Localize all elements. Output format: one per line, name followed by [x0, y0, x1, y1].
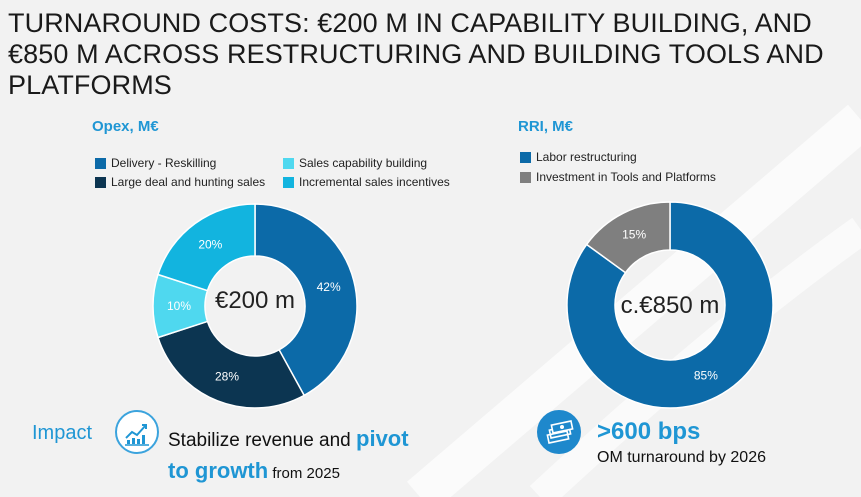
legend-item-tools-platforms: Investment in Tools and Platforms — [520, 170, 716, 184]
om-headline: >600 bps — [597, 418, 701, 445]
donut-data-label: 20% — [198, 238, 222, 252]
legend-swatch — [520, 151, 531, 163]
legend-item-incremental-incentives: Incremental sales incentives — [283, 175, 450, 189]
impact-line-1: Stabilize revenue and pivot — [168, 424, 409, 456]
rri-total-label: c.€850 m — [620, 292, 720, 319]
donut-slice-incremental-sales-incentives — [157, 203, 256, 292]
legend-swatch — [95, 157, 106, 169]
impact-line-2: to growth from 2025 — [168, 456, 409, 489]
legend-item-sales-capability: Sales capability building — [283, 156, 427, 170]
money-stack-icon — [537, 410, 581, 454]
legend-label: Large deal and hunting sales — [111, 175, 266, 189]
rri-legend: Labor restructuring Investment in Tools … — [520, 150, 760, 190]
donut-data-label: 28% — [215, 370, 239, 384]
legend-label: Incremental sales incentives — [299, 175, 450, 189]
legend-label: Sales capability building — [299, 156, 428, 170]
legend-swatch — [283, 176, 294, 188]
legend-swatch — [520, 171, 531, 183]
legend-swatch — [283, 157, 294, 169]
donut-slice-delivery-reskilling — [254, 203, 358, 397]
page-title: TURNAROUND COSTS: €200 M IN CAPABILITY B… — [8, 8, 824, 100]
donut-slice-large-deal-and-hunting-sales — [157, 320, 306, 409]
legend-item-delivery-reskilling: Delivery - Reskilling — [95, 156, 216, 170]
impact-text-before: Stabilize revenue and — [168, 430, 357, 451]
legend-label: Delivery - Reskilling — [111, 156, 217, 170]
rri-donut-chart: 85% 15% — [566, 201, 774, 409]
impact-text-after: from 2025 — [268, 465, 340, 482]
rri-chart-title: RRI, M€ — [518, 118, 574, 135]
donut-slice-labor-restructuring — [566, 201, 774, 409]
donut-slice-investment-in-tools-and-platforms — [585, 201, 671, 274]
legend-label: Labor restructuring — [536, 150, 637, 164]
legend-swatch — [95, 176, 106, 188]
donut-data-label: 10% — [167, 299, 191, 313]
opex-legend: Delivery - Reskilling Sales capability b… — [95, 156, 475, 196]
impact-label: Impact — [32, 422, 93, 444]
legend-item-large-deal: Large deal and hunting sales — [95, 175, 265, 189]
impact-statement: Stabilize revenue and pivot to growth fr… — [168, 424, 409, 489]
donut-data-label: 85% — [694, 368, 718, 382]
legend-label: Investment in Tools and Platforms — [536, 170, 716, 184]
donut-data-label: 15% — [622, 228, 646, 242]
opex-total-label: €200 m — [214, 287, 296, 314]
opex-chart-title: Opex, M€ — [92, 118, 159, 135]
om-subtext: OM turnaround by 2026 — [597, 449, 766, 466]
legend-item-labor-restructuring: Labor restructuring — [520, 150, 637, 164]
donut-data-label: 42% — [317, 280, 341, 294]
impact-highlight-pivot: pivot — [356, 426, 409, 451]
growth-chart-icon — [115, 410, 159, 454]
impact-highlight-growth: to growth — [168, 458, 269, 483]
opex-donut-chart: 42% 28% 10% 20% — [152, 203, 358, 409]
